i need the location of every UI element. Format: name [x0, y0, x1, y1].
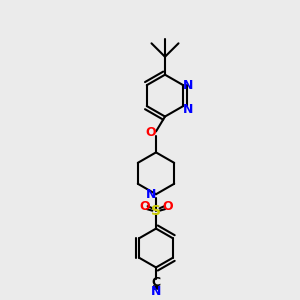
- Text: O: O: [162, 200, 173, 213]
- Text: N: N: [151, 285, 161, 298]
- Text: S: S: [151, 204, 161, 218]
- Text: O: O: [139, 200, 150, 213]
- Text: C: C: [152, 276, 160, 289]
- Text: O: O: [145, 127, 156, 140]
- Text: N: N: [182, 103, 193, 116]
- Text: N: N: [146, 188, 156, 201]
- Text: N: N: [182, 79, 193, 92]
